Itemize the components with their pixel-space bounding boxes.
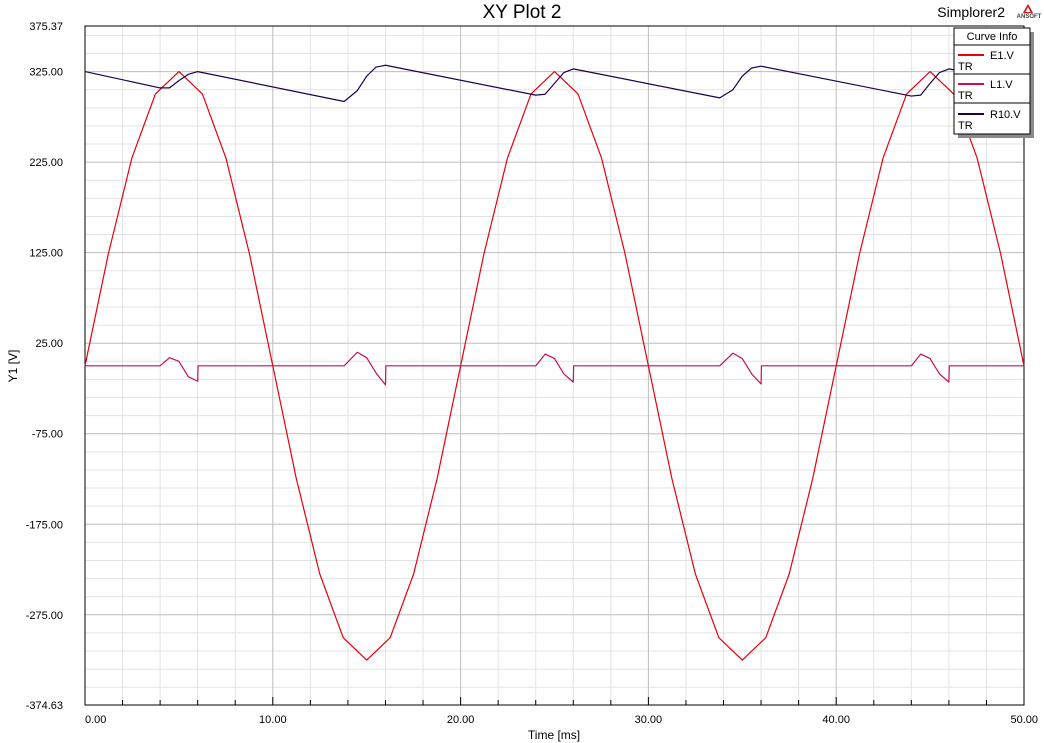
- ansoft-logo: ANSOFT: [1017, 3, 1042, 20]
- y-tick-labels: 375.37 325.00 225.00 125.00 25.00 -75.00 -175.…: [26, 21, 63, 712]
- chart-title: XY Plot 2: [483, 2, 562, 23]
- x-axis-label: Time [ms]: [528, 728, 580, 742]
- x-tick-label: 10.00: [259, 714, 287, 726]
- y-tick-label: 25.00: [35, 338, 63, 350]
- x-tick-label: 30.00: [635, 714, 663, 726]
- legend-title: Curve Info: [967, 31, 1018, 43]
- series-line-l1-v: [85, 351, 1024, 386]
- x-tick-label: 40.00: [822, 714, 850, 726]
- ansoft-logo-text: ANSOFT: [1017, 14, 1042, 20]
- y-tick-label: -374.63: [26, 700, 63, 712]
- y-tick-label: -75.00: [32, 429, 63, 441]
- app-name: Simplorer2: [937, 4, 1005, 20]
- y-tick-label: 375.37: [29, 21, 63, 33]
- x-tick-label: 0.00: [85, 714, 106, 726]
- y-tick-label: 225.00: [29, 157, 63, 169]
- legend-entry-r10-sub: TR: [958, 120, 973, 132]
- x-tick-marks: [84, 697, 1025, 705]
- series-line-e1-v: [84, 70, 1025, 661]
- legend-entry-r10-name: R10.V: [990, 109, 1021, 121]
- legend-entry-e1-name: E1.V: [990, 50, 1015, 62]
- x-tick-label: 20.00: [447, 714, 475, 726]
- legend-entry-l1-name: L1.V: [990, 79, 1013, 91]
- x-tick-labels: 0.00 10.00 20.00 30.00 40.00 50.00: [85, 714, 1038, 726]
- legend[interactable]: Curve Info E1.V TR L1.V TR R10.V TR: [953, 27, 1034, 138]
- legend-entry-l1-sub: TR: [958, 90, 973, 102]
- series-line-r10-v: [84, 64, 1025, 103]
- y-tick-label: 325.00: [29, 67, 63, 79]
- x-tick-label: 50.00: [1010, 714, 1038, 726]
- series-group: [84, 64, 1025, 661]
- y-axis-label: Y1 [V]: [6, 350, 20, 383]
- ansoft-logo-inner: [1025, 7, 1031, 12]
- legend-entry-e1-sub: TR: [958, 61, 973, 73]
- y-tick-label: 125.00: [29, 248, 63, 260]
- y-tick-label: -175.00: [26, 519, 63, 531]
- legend-box: [953, 27, 1031, 135]
- y-tick-label: -275.00: [26, 610, 63, 622]
